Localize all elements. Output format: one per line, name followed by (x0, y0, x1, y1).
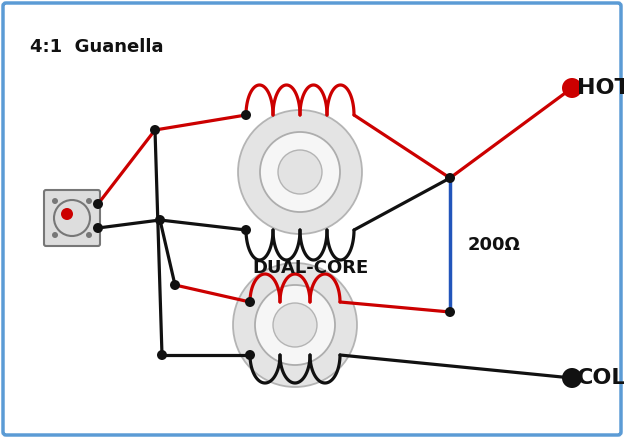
Circle shape (170, 280, 180, 290)
Circle shape (93, 199, 103, 209)
Circle shape (562, 78, 582, 98)
Circle shape (245, 350, 255, 360)
FancyBboxPatch shape (3, 3, 621, 435)
Circle shape (61, 208, 73, 220)
FancyBboxPatch shape (44, 190, 100, 246)
Circle shape (238, 110, 362, 234)
Text: DUAL-CORE: DUAL-CORE (252, 259, 368, 277)
Circle shape (273, 303, 317, 347)
Text: COLD: COLD (577, 368, 624, 388)
Circle shape (255, 285, 335, 365)
Circle shape (157, 350, 167, 360)
Circle shape (445, 173, 455, 183)
Circle shape (155, 215, 165, 225)
Circle shape (278, 150, 322, 194)
Circle shape (86, 232, 92, 238)
Circle shape (241, 225, 251, 235)
Circle shape (241, 110, 251, 120)
Circle shape (54, 200, 90, 236)
Text: HOT: HOT (577, 78, 624, 98)
Circle shape (233, 263, 357, 387)
Circle shape (52, 198, 58, 204)
Circle shape (245, 297, 255, 307)
Circle shape (86, 198, 92, 204)
Circle shape (445, 307, 455, 317)
Text: 4:1  Guanella: 4:1 Guanella (30, 38, 163, 56)
Circle shape (562, 368, 582, 388)
Circle shape (93, 223, 103, 233)
Circle shape (52, 232, 58, 238)
Text: 200Ω: 200Ω (468, 236, 521, 254)
Circle shape (260, 132, 340, 212)
Circle shape (150, 125, 160, 135)
